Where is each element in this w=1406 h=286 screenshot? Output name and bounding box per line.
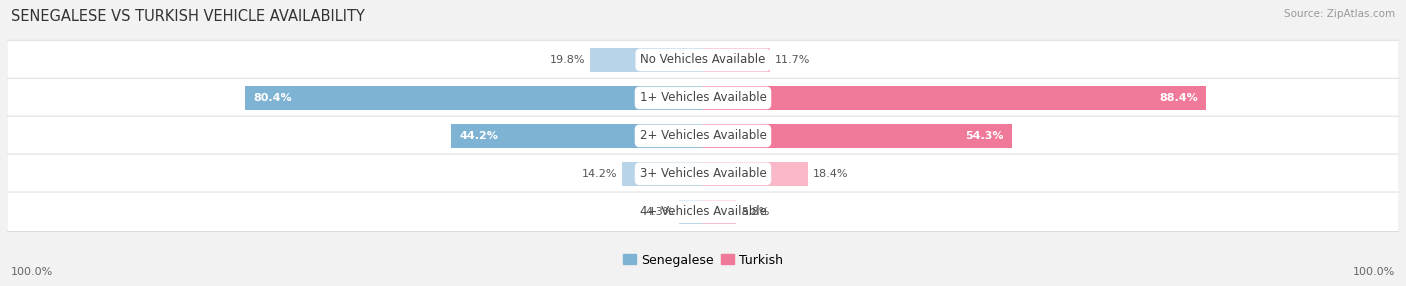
Bar xyxy=(703,86,1206,110)
Bar xyxy=(621,162,703,186)
Text: 100.0%: 100.0% xyxy=(1353,267,1395,277)
Text: 88.4%: 88.4% xyxy=(1159,93,1198,103)
Text: 5.8%: 5.8% xyxy=(741,207,769,217)
Bar xyxy=(703,48,769,72)
Text: SENEGALESE VS TURKISH VEHICLE AVAILABILITY: SENEGALESE VS TURKISH VEHICLE AVAILABILI… xyxy=(11,9,366,23)
Text: 4.3%: 4.3% xyxy=(645,207,673,217)
Text: 100.0%: 100.0% xyxy=(11,267,53,277)
Text: 44.2%: 44.2% xyxy=(460,131,499,141)
Bar xyxy=(703,124,1012,148)
Legend: Senegalese, Turkish: Senegalese, Turkish xyxy=(619,249,787,272)
Text: 4+ Vehicles Available: 4+ Vehicles Available xyxy=(640,205,766,218)
Text: 18.4%: 18.4% xyxy=(813,169,848,179)
Bar xyxy=(703,162,808,186)
Text: 19.8%: 19.8% xyxy=(550,55,585,65)
Bar xyxy=(679,200,703,224)
Text: 2+ Vehicles Available: 2+ Vehicles Available xyxy=(640,129,766,142)
FancyBboxPatch shape xyxy=(7,192,1399,231)
Text: No Vehicles Available: No Vehicles Available xyxy=(640,53,766,66)
Bar xyxy=(591,48,703,72)
Text: 14.2%: 14.2% xyxy=(582,169,617,179)
Bar xyxy=(245,86,703,110)
FancyBboxPatch shape xyxy=(7,78,1399,118)
Text: 80.4%: 80.4% xyxy=(253,93,292,103)
Text: 3+ Vehicles Available: 3+ Vehicles Available xyxy=(640,167,766,180)
FancyBboxPatch shape xyxy=(7,116,1399,156)
Bar xyxy=(703,200,735,224)
FancyBboxPatch shape xyxy=(7,154,1399,194)
Text: 54.3%: 54.3% xyxy=(965,131,1004,141)
FancyBboxPatch shape xyxy=(7,40,1399,80)
Bar xyxy=(451,124,703,148)
Text: Source: ZipAtlas.com: Source: ZipAtlas.com xyxy=(1284,9,1395,19)
Text: 1+ Vehicles Available: 1+ Vehicles Available xyxy=(640,92,766,104)
Text: 11.7%: 11.7% xyxy=(775,55,810,65)
